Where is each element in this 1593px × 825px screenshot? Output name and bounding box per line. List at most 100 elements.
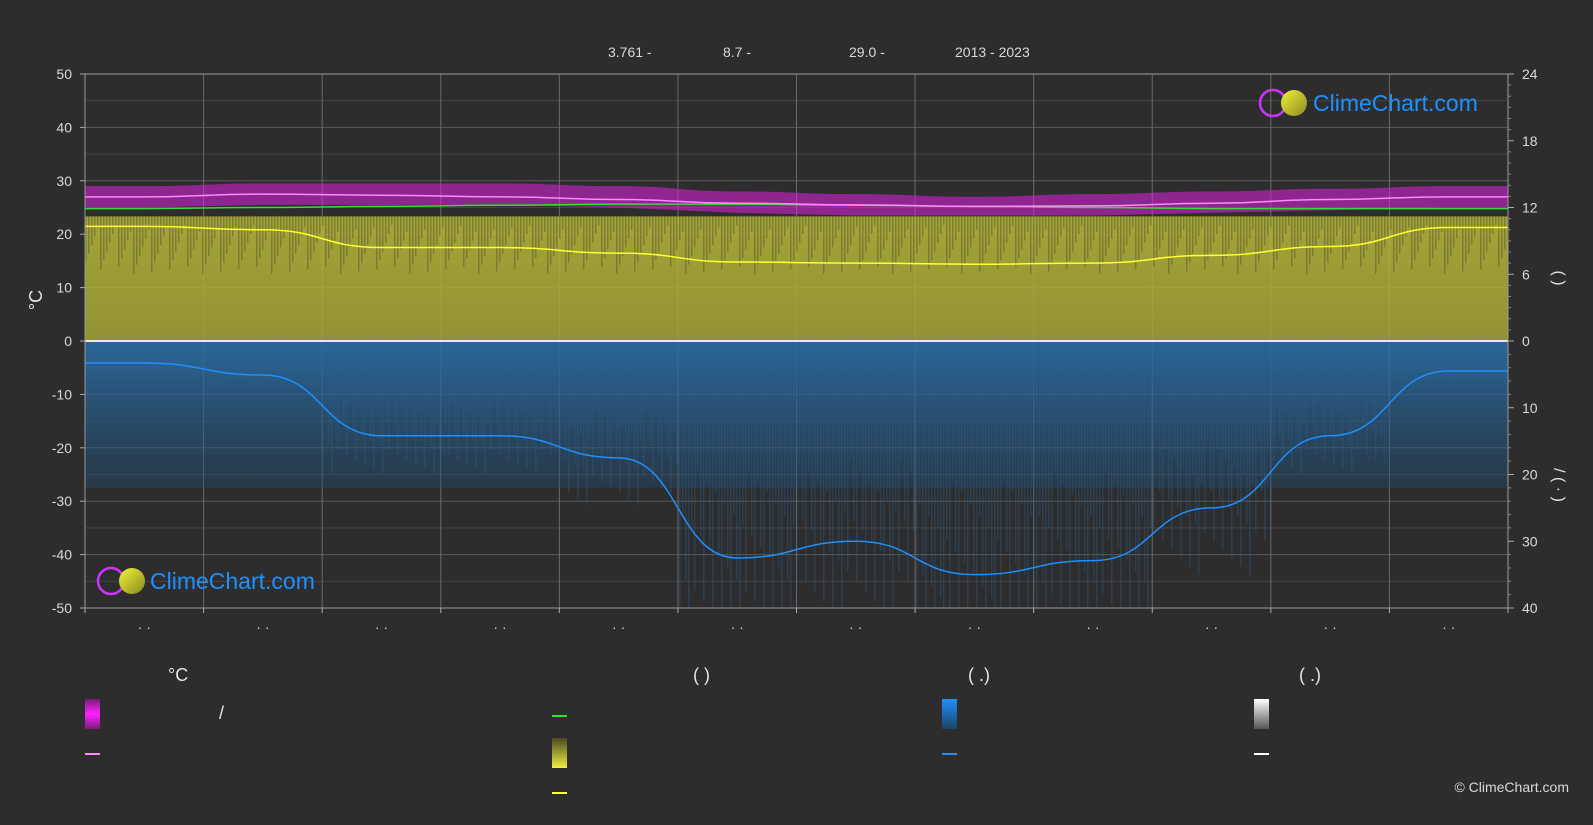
precip-day-bar bbox=[406, 341, 408, 460]
precip-day-bar bbox=[1159, 341, 1161, 492]
precip-day-bar bbox=[247, 341, 249, 364]
precip-day-bar bbox=[955, 341, 957, 552]
sunshine-day-bar bbox=[298, 216, 300, 245]
sunshine-day-bar bbox=[547, 216, 549, 274]
sunshine-day-bar bbox=[121, 216, 123, 259]
sunshine-day-bar bbox=[1390, 216, 1392, 230]
sunshine-day-bar bbox=[127, 216, 129, 241]
sunshine-day-bar bbox=[1408, 216, 1410, 228]
precip-day-bar bbox=[796, 341, 798, 591]
y-tick-label: 20 bbox=[56, 226, 72, 242]
precip-day-bar bbox=[607, 341, 609, 452]
legend-sun-heading: ( ) bbox=[693, 665, 710, 685]
precip-day-bar bbox=[487, 341, 489, 422]
sunshine-day-bar bbox=[436, 216, 438, 245]
sunshine-day-bar bbox=[1246, 216, 1248, 248]
precip-day-bar bbox=[580, 341, 582, 435]
sunshine-day-bar bbox=[1351, 216, 1353, 243]
sunshine-day-bar bbox=[1072, 216, 1074, 252]
precip-day-bar bbox=[151, 341, 153, 369]
legend-temp-mean-swatch bbox=[85, 753, 100, 755]
sunshine-day-bar bbox=[220, 216, 222, 272]
sunshine-day-bar bbox=[1168, 216, 1170, 274]
x-tick-label: · · bbox=[493, 619, 506, 635]
chart-lines bbox=[84, 193, 1508, 576]
precip-day-bar bbox=[1354, 341, 1356, 422]
sunshine-day-bar bbox=[787, 216, 789, 228]
sunshine-day-bar bbox=[604, 216, 606, 259]
precip-day-bar bbox=[1027, 341, 1029, 608]
sunshine-day-bar bbox=[1489, 216, 1491, 243]
sunshine-day-bar bbox=[319, 216, 321, 234]
precip-day-bar bbox=[967, 341, 969, 608]
sunshine-day-bar bbox=[733, 216, 735, 234]
precip-day-bar bbox=[424, 341, 426, 469]
sunshine-day-bar bbox=[391, 216, 393, 226]
sunshine-day-bar bbox=[328, 216, 330, 259]
sunshine-day-bar bbox=[616, 216, 618, 274]
precip-day-bar bbox=[640, 341, 642, 441]
sunshine-day-bar bbox=[487, 216, 489, 248]
sunshine-day-bar bbox=[415, 216, 417, 256]
sunshine-day-bar bbox=[937, 216, 939, 243]
precip-day-bar bbox=[1216, 341, 1218, 450]
x-tick-label: · · bbox=[731, 619, 744, 635]
sunshine-day-bar bbox=[1030, 216, 1032, 274]
sunshine-day-bar bbox=[469, 216, 471, 250]
sunshine-day-bar bbox=[778, 216, 780, 254]
sunshine-day-bar bbox=[862, 216, 864, 261]
precip-day-bar bbox=[973, 341, 975, 575]
sunshine-day-bar bbox=[130, 216, 132, 232]
precip-day-bar bbox=[1492, 341, 1494, 373]
y-tick-label: 40 bbox=[56, 119, 72, 135]
x-tick-label: · · bbox=[256, 619, 269, 635]
sunshine-day-bar bbox=[355, 216, 357, 230]
legend-snow-mean-swatch bbox=[1254, 753, 1269, 755]
sunshine-day-bar bbox=[925, 216, 927, 228]
precip-day-bar bbox=[217, 341, 219, 377]
precip-day-bar bbox=[463, 341, 465, 436]
legend-precip-mean-swatch bbox=[942, 753, 957, 755]
sunshine-day-bar bbox=[880, 216, 882, 259]
sunshine-day-bar bbox=[1060, 216, 1062, 237]
sunshine-day-bar bbox=[193, 216, 195, 250]
precip-day-bar bbox=[448, 341, 450, 455]
sunshine-day-bar bbox=[1183, 216, 1185, 230]
sunshine-day-bar bbox=[1264, 216, 1266, 245]
precip-day-bar bbox=[562, 341, 564, 423]
sunshine-day-bar bbox=[1171, 216, 1173, 265]
precip-day-bar bbox=[349, 341, 351, 403]
sunshine-day-bar bbox=[463, 216, 465, 267]
precip-day-bar bbox=[403, 341, 405, 432]
x-tick-label: · · bbox=[1205, 619, 1218, 635]
precip-day-bar bbox=[1057, 341, 1059, 539]
precip-day-bar bbox=[658, 341, 660, 452]
header-value-1: 3.761 - bbox=[608, 44, 652, 60]
precip-day-bar bbox=[169, 341, 171, 371]
precip-day-bar bbox=[907, 341, 909, 582]
precip-day-bar bbox=[301, 341, 303, 374]
sunshine-day-bar bbox=[955, 216, 957, 241]
copyright: © ClimeChart.com bbox=[1454, 779, 1569, 795]
precip-day-bar bbox=[937, 341, 939, 528]
precip-day-bar bbox=[598, 341, 600, 447]
precip-day-bar bbox=[1153, 341, 1155, 533]
sunshine-day-bar bbox=[703, 216, 705, 272]
precip-day-bar bbox=[1372, 341, 1374, 432]
sunshine-day-bar bbox=[799, 216, 801, 243]
sunshine-day-bar bbox=[175, 216, 177, 252]
sunshine-day-bar bbox=[361, 216, 363, 263]
sunshine-day-bar bbox=[610, 216, 612, 241]
precip-day-bar bbox=[262, 341, 264, 386]
sunshine-day-bar bbox=[916, 216, 918, 254]
sunshine-day-bar bbox=[199, 216, 201, 232]
legend-temp-slash: / bbox=[219, 703, 225, 723]
precip-day-bar bbox=[1150, 341, 1152, 528]
sunshine-day-bar bbox=[226, 216, 228, 254]
precip-day-bar bbox=[865, 341, 867, 592]
sunshine-day-bar bbox=[1405, 216, 1407, 237]
precip-day-bar bbox=[556, 341, 558, 432]
sunshine-day-bar bbox=[622, 216, 624, 256]
precip-day-bar bbox=[466, 341, 468, 465]
precip-day-bar bbox=[271, 341, 273, 387]
